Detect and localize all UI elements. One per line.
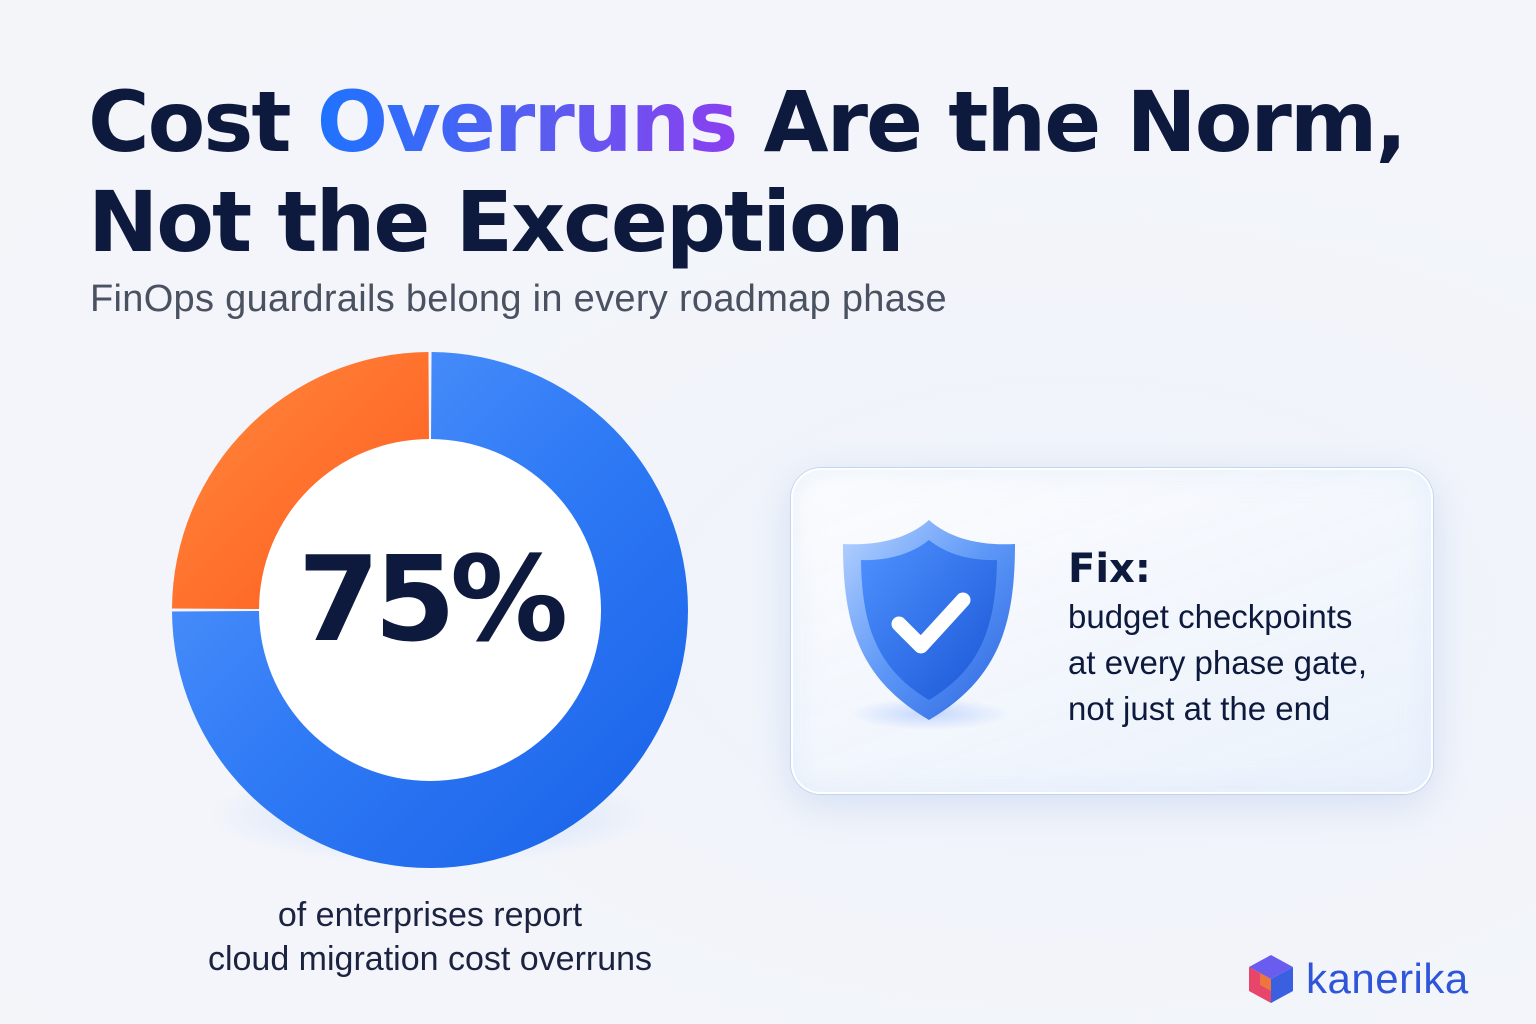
fix-line3: not just at the end <box>1068 690 1331 727</box>
donut-chart <box>172 352 688 868</box>
fix-description: budget checkpoints at every phase gate, … <box>1068 594 1418 732</box>
title-line2: Not the Exception <box>88 173 904 271</box>
fix-card: Fix: budget checkpoints at every phase g… <box>791 468 1433 794</box>
fix-label: Fix: <box>1068 546 1151 592</box>
brand-name: kanerika <box>1306 955 1469 1002</box>
page-subtitle: FinOps guardrails belong in every roadma… <box>90 278 947 320</box>
shield-check-icon <box>843 520 1015 730</box>
donut-slice-1 <box>172 352 688 868</box>
title-suffix: Are the Norm, <box>736 73 1408 171</box>
donut-slice-2 <box>172 352 429 609</box>
page-title: Cost Overruns Are the Norm, Not the Excep… <box>88 72 1488 272</box>
donut-hole <box>259 439 601 781</box>
chart-caption: of enterprises report cloud migration co… <box>130 893 730 981</box>
fix-line1: budget checkpoints <box>1068 598 1353 635</box>
fix-line2: at every phase gate, <box>1068 644 1368 681</box>
caption-line2: cloud migration cost overruns <box>207 940 653 978</box>
checkmark-icon <box>891 592 971 654</box>
title-accent: Overruns <box>316 73 739 171</box>
cube-logo-icon <box>1249 955 1293 1003</box>
title-prefix: Cost <box>88 73 317 171</box>
brand-logo: kanerika <box>1246 953 1469 1005</box>
caption-line1: of enterprises report <box>277 896 583 934</box>
percentage-value: 75% <box>297 530 568 668</box>
